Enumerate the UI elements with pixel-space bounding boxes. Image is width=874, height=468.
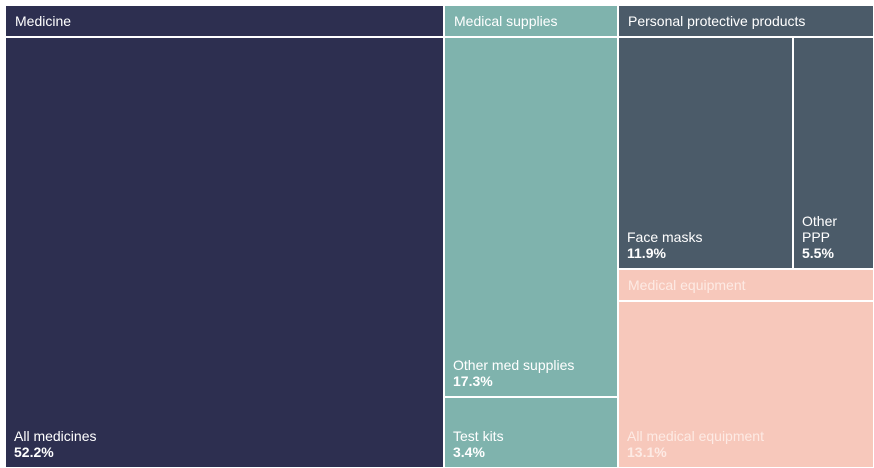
treemap-cell bbox=[5, 37, 444, 468]
group-header: Medicine bbox=[5, 5, 444, 37]
treemap-cell bbox=[444, 37, 618, 397]
treemap-cell bbox=[444, 397, 618, 468]
group-header: Personal protective products bbox=[618, 5, 874, 37]
treemap-cell bbox=[618, 301, 874, 468]
group-header: Medical equipment bbox=[618, 269, 874, 301]
treemap-cell bbox=[618, 37, 793, 269]
group-header: Medical supplies bbox=[444, 5, 618, 37]
treemap-cell bbox=[793, 37, 874, 269]
